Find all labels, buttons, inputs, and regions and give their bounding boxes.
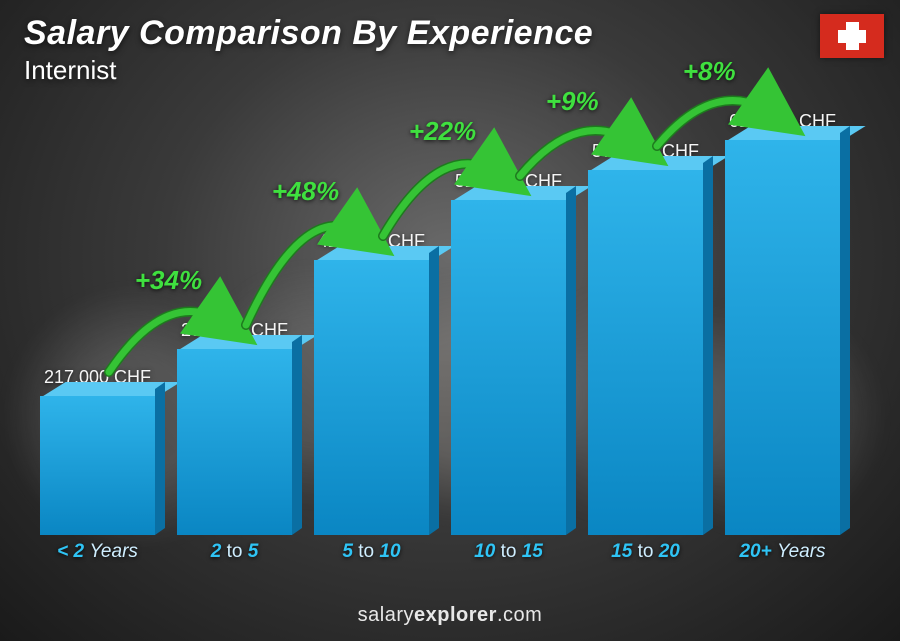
- growth-pct-label: +34%: [135, 265, 202, 296]
- bar-category-label: 20+ Years: [702, 541, 863, 563]
- footer-logo: salaryexplorer.com: [0, 604, 900, 627]
- page-title: Salary Comparison By Experience: [24, 14, 800, 53]
- bar-front-face: [588, 170, 703, 535]
- footer-text-accent: explorer: [414, 604, 497, 626]
- salary-bar-chart: 217,000 CHF< 2 Years290,000 CHF2 to 5429…: [40, 110, 840, 563]
- bar-side-face: [292, 335, 302, 535]
- growth-pct-label: +22%: [409, 116, 476, 147]
- growth-pct-label: +8%: [683, 56, 736, 87]
- bar-side-face: [840, 126, 850, 535]
- bar-front-face: [40, 396, 155, 535]
- bar-shape: [725, 140, 840, 535]
- flag-cross-part: [838, 30, 866, 43]
- bar-side-face: [155, 382, 165, 535]
- growth-pct-label: +48%: [272, 176, 339, 207]
- swiss-flag-icon: [820, 14, 884, 58]
- footer-text-suffix: .com: [497, 604, 542, 626]
- bar-shape: [588, 170, 703, 535]
- bar-side-face: [566, 186, 576, 535]
- bar-front-face: [725, 140, 840, 535]
- bar-side-face: [429, 246, 439, 535]
- bar-shape: [40, 396, 155, 535]
- growth-pct-label: +9%: [546, 86, 599, 117]
- bar-side-face: [703, 156, 713, 535]
- footer-text-1: salary: [358, 604, 414, 626]
